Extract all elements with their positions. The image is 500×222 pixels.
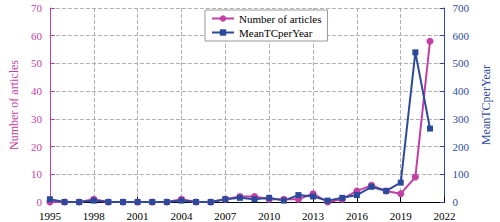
- svg-text:0: 0: [36, 196, 42, 208]
- svg-text:100: 100: [453, 168, 470, 180]
- svg-text:60: 60: [31, 30, 43, 42]
- svg-text:2022: 2022: [434, 210, 456, 222]
- svg-text:10: 10: [31, 168, 43, 180]
- svg-text:600: 600: [453, 30, 470, 42]
- svg-text:200: 200: [453, 141, 470, 153]
- svg-text:20: 20: [31, 141, 43, 153]
- svg-text:2013: 2013: [302, 210, 325, 222]
- svg-text:700: 700: [453, 2, 470, 14]
- svg-text:2004: 2004: [170, 210, 193, 222]
- svg-text:2016: 2016: [346, 210, 369, 222]
- svg-text:2007: 2007: [214, 210, 237, 222]
- svg-text:MeanTCperYear: MeanTCperYear: [239, 27, 313, 39]
- svg-text:Number of articles: Number of articles: [7, 60, 21, 150]
- svg-text:500: 500: [453, 57, 470, 69]
- svg-text:30: 30: [31, 113, 43, 125]
- svg-text:MeanTCperYear: MeanTCperYear: [479, 65, 493, 145]
- svg-text:1995: 1995: [39, 210, 62, 222]
- svg-text:2001: 2001: [127, 210, 149, 222]
- svg-text:400: 400: [453, 85, 470, 97]
- svg-text:2010: 2010: [258, 210, 281, 222]
- svg-text:0: 0: [453, 196, 459, 208]
- svg-text:1998: 1998: [83, 210, 106, 222]
- svg-text:70: 70: [31, 2, 43, 14]
- svg-text:2019: 2019: [390, 210, 413, 222]
- svg-text:50: 50: [31, 57, 43, 69]
- svg-text:Number of articles: Number of articles: [239, 13, 321, 25]
- svg-text:300: 300: [453, 113, 470, 125]
- svg-text:40: 40: [31, 85, 43, 97]
